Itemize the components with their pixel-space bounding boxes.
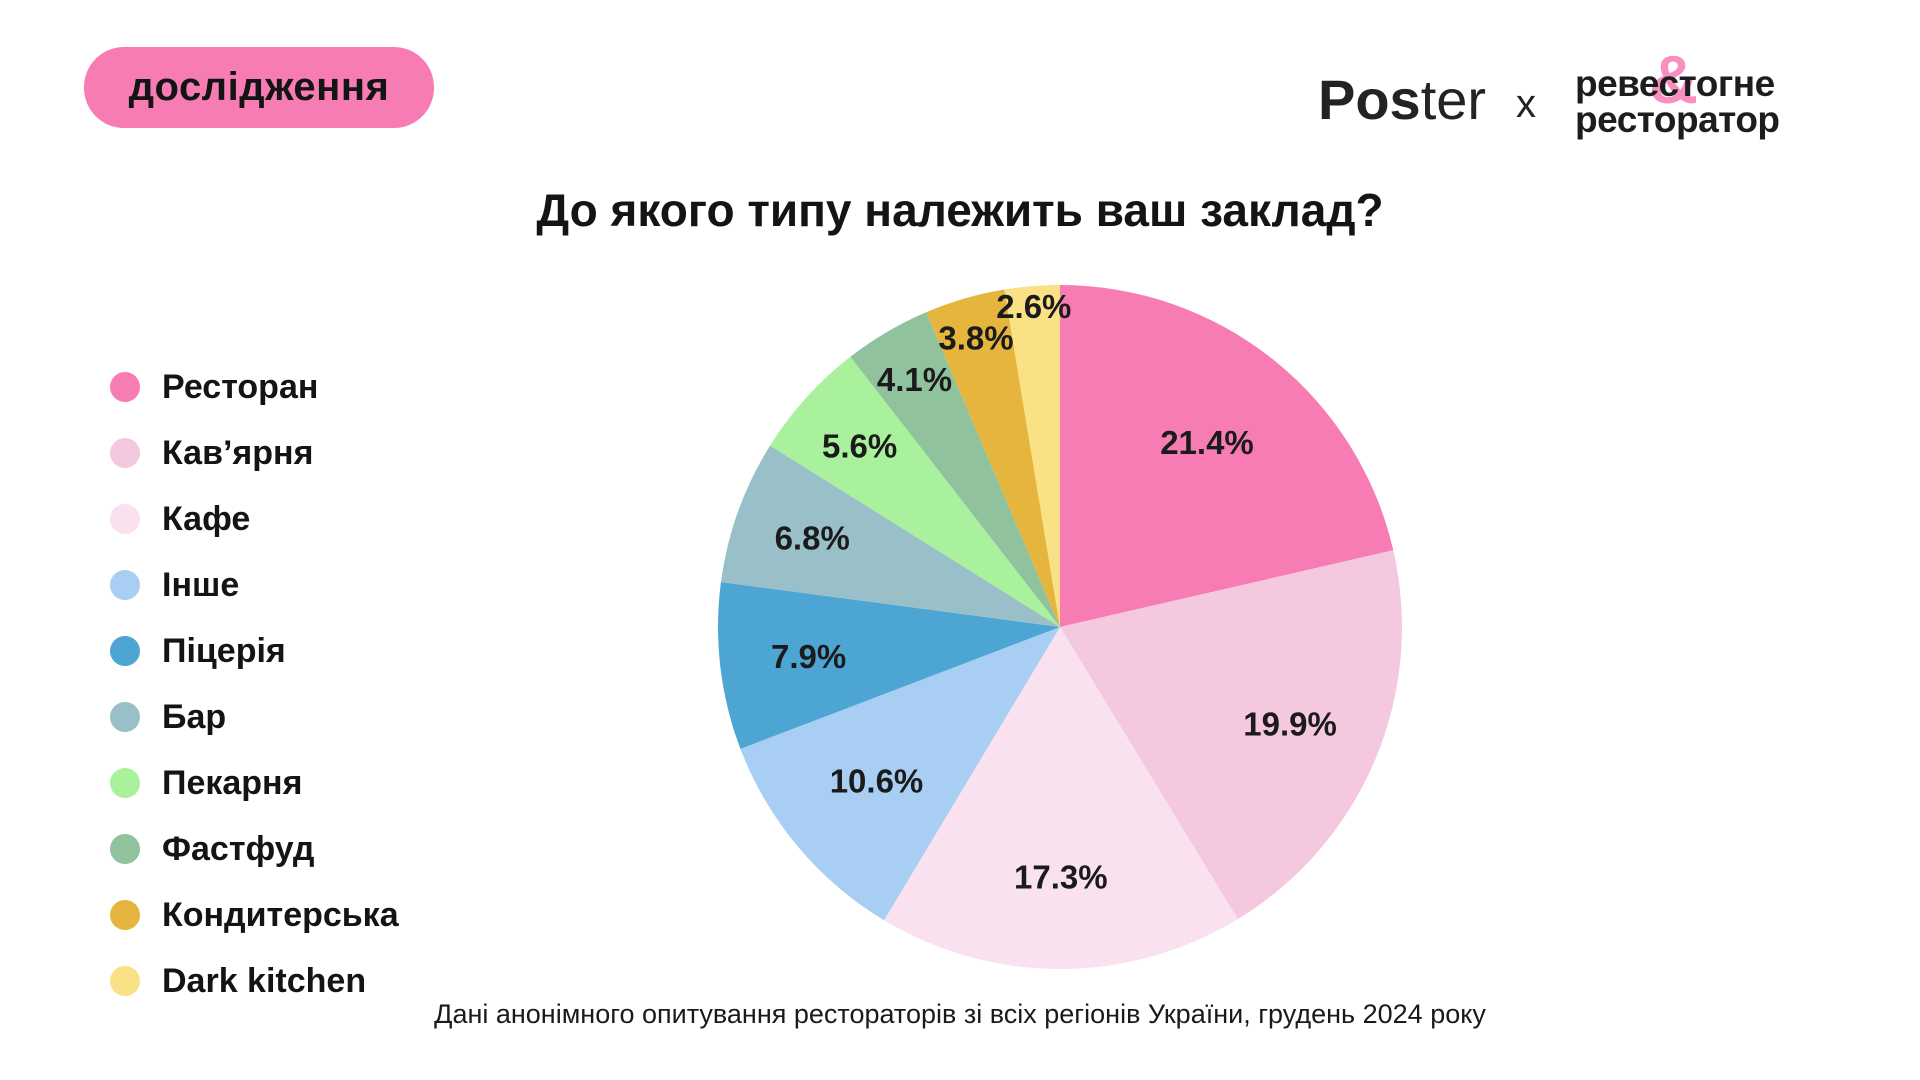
legend-item: Пекарня xyxy=(110,750,399,816)
ampersand-icon: & xyxy=(1649,42,1698,118)
legend-swatch xyxy=(110,636,140,666)
legend-label: Кафе xyxy=(162,499,251,538)
legend-swatch xyxy=(110,702,140,732)
partner-logo-line1-left: реве xyxy=(1575,63,1659,104)
research-badge: дослідження xyxy=(84,47,434,128)
pie-slice xyxy=(1060,285,1394,627)
page-title: До якого типу належить ваш заклад? xyxy=(536,184,1384,236)
legend-label: Dark kitchen xyxy=(162,961,367,1000)
legend-label: Кав’ярня xyxy=(162,433,314,472)
footer-caption: Дані анонімного опитування рестораторів … xyxy=(434,999,1486,1029)
pie-slice-label: 10.6% xyxy=(830,762,924,799)
poster-logo-light: ter xyxy=(1420,68,1487,131)
legend-item: Бар xyxy=(110,684,399,750)
pie-slice-label: 6.8% xyxy=(775,519,850,556)
legend-item: Ресторан xyxy=(110,354,399,420)
poster-logo: Poster xyxy=(1318,72,1486,128)
pie-slice xyxy=(1004,285,1060,627)
legend-swatch xyxy=(110,834,140,864)
legend-swatch xyxy=(110,372,140,402)
chart-legend: Ресторан Кав’ярня Кафе Інше Піцерія Бар Пекарн… xyxy=(110,354,399,1014)
pie-slice-label: 3.8% xyxy=(938,320,1013,357)
legend-item: Dark kitchen xyxy=(110,948,399,1014)
pie-slice xyxy=(1060,550,1403,920)
legend-swatch xyxy=(110,768,140,798)
partner-logo-line1-right: стогне xyxy=(1658,63,1776,104)
pie-slice-label: 17.3% xyxy=(1014,858,1108,895)
legend-item: Кафе xyxy=(110,486,399,552)
pie-slice-label: 5.6% xyxy=(822,427,897,464)
research-badge-label: дослідження xyxy=(128,65,390,109)
legend-label: Ресторан xyxy=(162,367,319,406)
legend-label: Пекарня xyxy=(162,763,303,802)
pie-slice-label: 2.6% xyxy=(996,288,1071,325)
partner-logo-line2: ресторатор xyxy=(1575,99,1780,140)
legend-item: Піцерія xyxy=(110,618,399,684)
legend-item: Кав’ярня xyxy=(110,420,399,486)
legend-label: Піцерія xyxy=(162,631,286,670)
legend-label: Бар xyxy=(162,697,227,736)
pie-slice-label: 7.9% xyxy=(771,638,846,675)
legend-label: Фастфуд xyxy=(162,829,315,868)
legend-item: Кондитерська xyxy=(110,882,399,948)
pie-slice xyxy=(926,289,1060,627)
legend-swatch xyxy=(110,966,140,996)
legend-label: Кондитерська xyxy=(162,895,399,934)
collab-x-separator: x xyxy=(1516,82,1536,126)
legend-swatch xyxy=(110,570,140,600)
pie-slice xyxy=(884,627,1238,969)
legend-label: Інше xyxy=(162,565,240,604)
pie-slice-label: 19.9% xyxy=(1243,706,1337,743)
pie-slice xyxy=(850,312,1060,627)
pie-slice xyxy=(770,356,1060,627)
partner-logo: & ревестогне ресторатор xyxy=(1575,46,1780,140)
pie-slice-label: 4.1% xyxy=(877,361,952,398)
legend-item: Інше xyxy=(110,552,399,618)
pie-slice-label: 21.4% xyxy=(1160,424,1254,461)
pie-slice xyxy=(720,445,1060,627)
legend-swatch xyxy=(110,504,140,534)
poster-logo-bold: Pos xyxy=(1318,68,1421,131)
pie-slice xyxy=(740,627,1060,921)
legend-swatch xyxy=(110,900,140,930)
legend-swatch xyxy=(110,438,140,468)
legend-item: Фастфуд xyxy=(110,816,399,882)
pie-slice xyxy=(717,582,1060,749)
